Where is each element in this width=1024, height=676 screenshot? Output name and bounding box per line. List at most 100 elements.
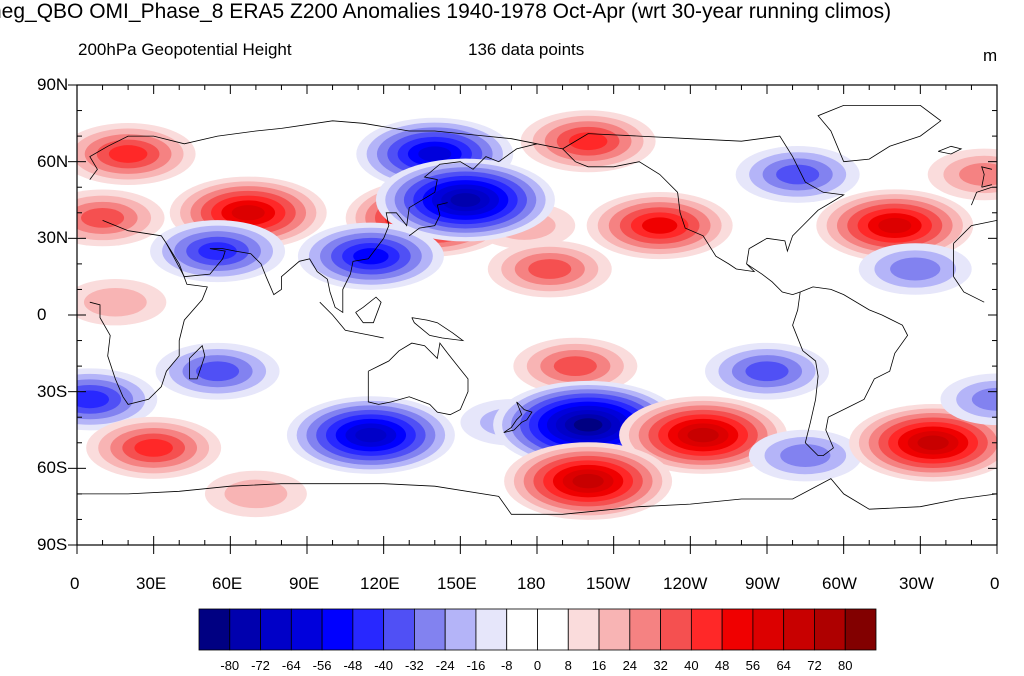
units-label: m <box>983 46 998 65</box>
colorbar-swatch <box>198 608 231 651</box>
coastline-segment <box>89 120 563 180</box>
contour-level <box>108 145 148 163</box>
x-tick-label: 30W <box>899 574 934 593</box>
contour-level <box>917 435 949 450</box>
coastline-segment <box>981 166 992 188</box>
coastline-segment <box>817 105 942 163</box>
negative-anomaly <box>375 158 555 242</box>
contour-level <box>745 361 789 382</box>
colorbar-swatch <box>321 608 354 651</box>
positive-anomaly <box>619 396 788 474</box>
coastline-segment <box>367 342 469 416</box>
colorbar-swatch <box>506 608 538 651</box>
coastline-segment <box>953 243 985 303</box>
contour-level <box>568 132 608 151</box>
contour-level <box>641 217 678 234</box>
contour-level <box>959 162 997 186</box>
contour-level <box>224 479 288 509</box>
x-tick-label: 150E <box>437 574 477 593</box>
contour-level <box>418 146 452 162</box>
coastline-segment <box>188 344 206 380</box>
coastline-segment <box>981 184 992 188</box>
contour-level <box>353 248 389 265</box>
colorbar-label: 40 <box>684 658 699 673</box>
colorbar-label: 56 <box>745 658 761 673</box>
contour-level <box>528 259 572 279</box>
colorbar-label: 80 <box>837 658 853 673</box>
colorbar-label: -40 <box>374 658 394 673</box>
coastline-segment <box>89 220 208 405</box>
colorbar-label: -16 <box>466 658 486 673</box>
coastlines <box>77 105 997 515</box>
coastline-segment <box>77 478 997 515</box>
contour-level <box>971 387 997 411</box>
coastline-segment <box>166 143 538 314</box>
positive-anomaly <box>204 470 307 518</box>
x-tick-label: 0 <box>70 574 80 593</box>
coastline-segment <box>792 286 909 457</box>
contour-level <box>134 439 173 457</box>
coastline-segment <box>562 133 845 273</box>
colorbar-swatch <box>814 608 846 651</box>
colorbar-swatch <box>690 608 723 651</box>
negative-anomaly <box>77 368 158 431</box>
contour-level <box>355 427 387 443</box>
colorbar-label: 48 <box>714 658 730 673</box>
positive-anomaly <box>586 191 733 260</box>
colorbar-label: 16 <box>591 658 607 673</box>
contour-level <box>80 208 125 228</box>
colorbar-swatch <box>660 608 692 651</box>
x-tick-label: 120W <box>663 574 708 593</box>
anomaly-field <box>77 110 997 520</box>
y-tick-label: 90N <box>37 75 69 94</box>
negative-anomaly <box>735 146 860 203</box>
contour-level <box>687 427 719 443</box>
negative-anomaly <box>286 396 455 474</box>
colorbar-label: -32 <box>405 658 424 673</box>
x-tick-label: 60E <box>212 574 243 593</box>
x-tick-label: 60W <box>822 574 857 593</box>
contour-level <box>553 356 597 376</box>
colorbar-label: 64 <box>776 658 791 673</box>
coastline-segment <box>355 296 382 324</box>
positive-anomaly <box>520 110 656 173</box>
colorbar-swatch <box>444 608 477 651</box>
figure-title: neg_QBO OMI_Phase_8 ERA5 Z200 Anomalies … <box>0 0 892 23</box>
y-tick-label: 0 <box>37 305 47 324</box>
x-tick-label: 90E <box>289 574 320 593</box>
colorbar-swatch <box>414 608 446 651</box>
left-subtitle: 200hPa Geopotential Height <box>78 40 292 59</box>
colorbar <box>198 608 877 651</box>
negative-anomaly <box>705 342 829 400</box>
colorbar-swatch <box>783 608 815 651</box>
x-tick-label: 150W <box>586 574 631 593</box>
colorbar-label: -8 <box>500 658 513 673</box>
colorbar-label: 0 <box>533 658 542 673</box>
contour-level <box>231 205 265 221</box>
colorbar-label: -56 <box>312 658 332 673</box>
colorbar-label: 32 <box>653 658 668 673</box>
colorbar-swatch <box>475 608 508 651</box>
colorbar-swatch <box>752 608 785 651</box>
colorbar-swatch <box>537 608 569 651</box>
contour-level <box>77 390 110 409</box>
colorbar-swatch <box>598 608 631 651</box>
positive-anomaly <box>77 189 165 247</box>
colorbar-swatch <box>260 608 292 651</box>
coastline-segment <box>971 186 993 206</box>
colorbar-swatch <box>290 608 323 651</box>
y-tick-label: 60N <box>37 152 69 171</box>
contour-level <box>450 193 481 207</box>
negative-anomaly <box>748 429 862 482</box>
negative-anomaly <box>155 342 280 400</box>
negative-anomaly <box>940 373 997 426</box>
x-tick-label: 120E <box>360 574 400 593</box>
y-tick-label: 60S <box>37 458 68 477</box>
negative-anomaly <box>150 220 286 283</box>
colorbar-label: -24 <box>435 658 455 673</box>
colorbar-swatch <box>383 608 415 651</box>
colorbar-swatch <box>721 608 754 651</box>
colorbar-label: 72 <box>807 658 822 673</box>
positive-anomaly <box>169 176 327 249</box>
